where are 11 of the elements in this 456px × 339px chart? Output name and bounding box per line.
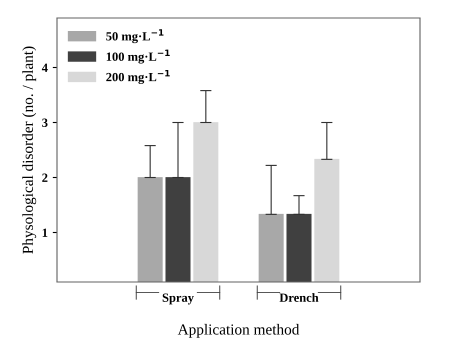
- y-tick-label: 3: [42, 118, 48, 127]
- y-axis-title: Physological disorder (no. / plant): [22, 46, 36, 254]
- legend-label: 50 mg·L$^{−1}$: [106, 29, 164, 44]
- legend-label: 200 mg·L$^{−1}$: [106, 70, 170, 84]
- y-tick-label: 4: [42, 64, 48, 72]
- y-tick-label: 2: [42, 174, 48, 182]
- x-tick-label: Drench: [280, 293, 318, 302]
- x-tick-label: Spray: [162, 293, 194, 304]
- x-axis-title: Application method: [178, 324, 300, 338]
- legend-label: 100 mg·L$^{−1}$: [106, 50, 170, 64]
- y-tick-label: 1: [42, 228, 48, 237]
